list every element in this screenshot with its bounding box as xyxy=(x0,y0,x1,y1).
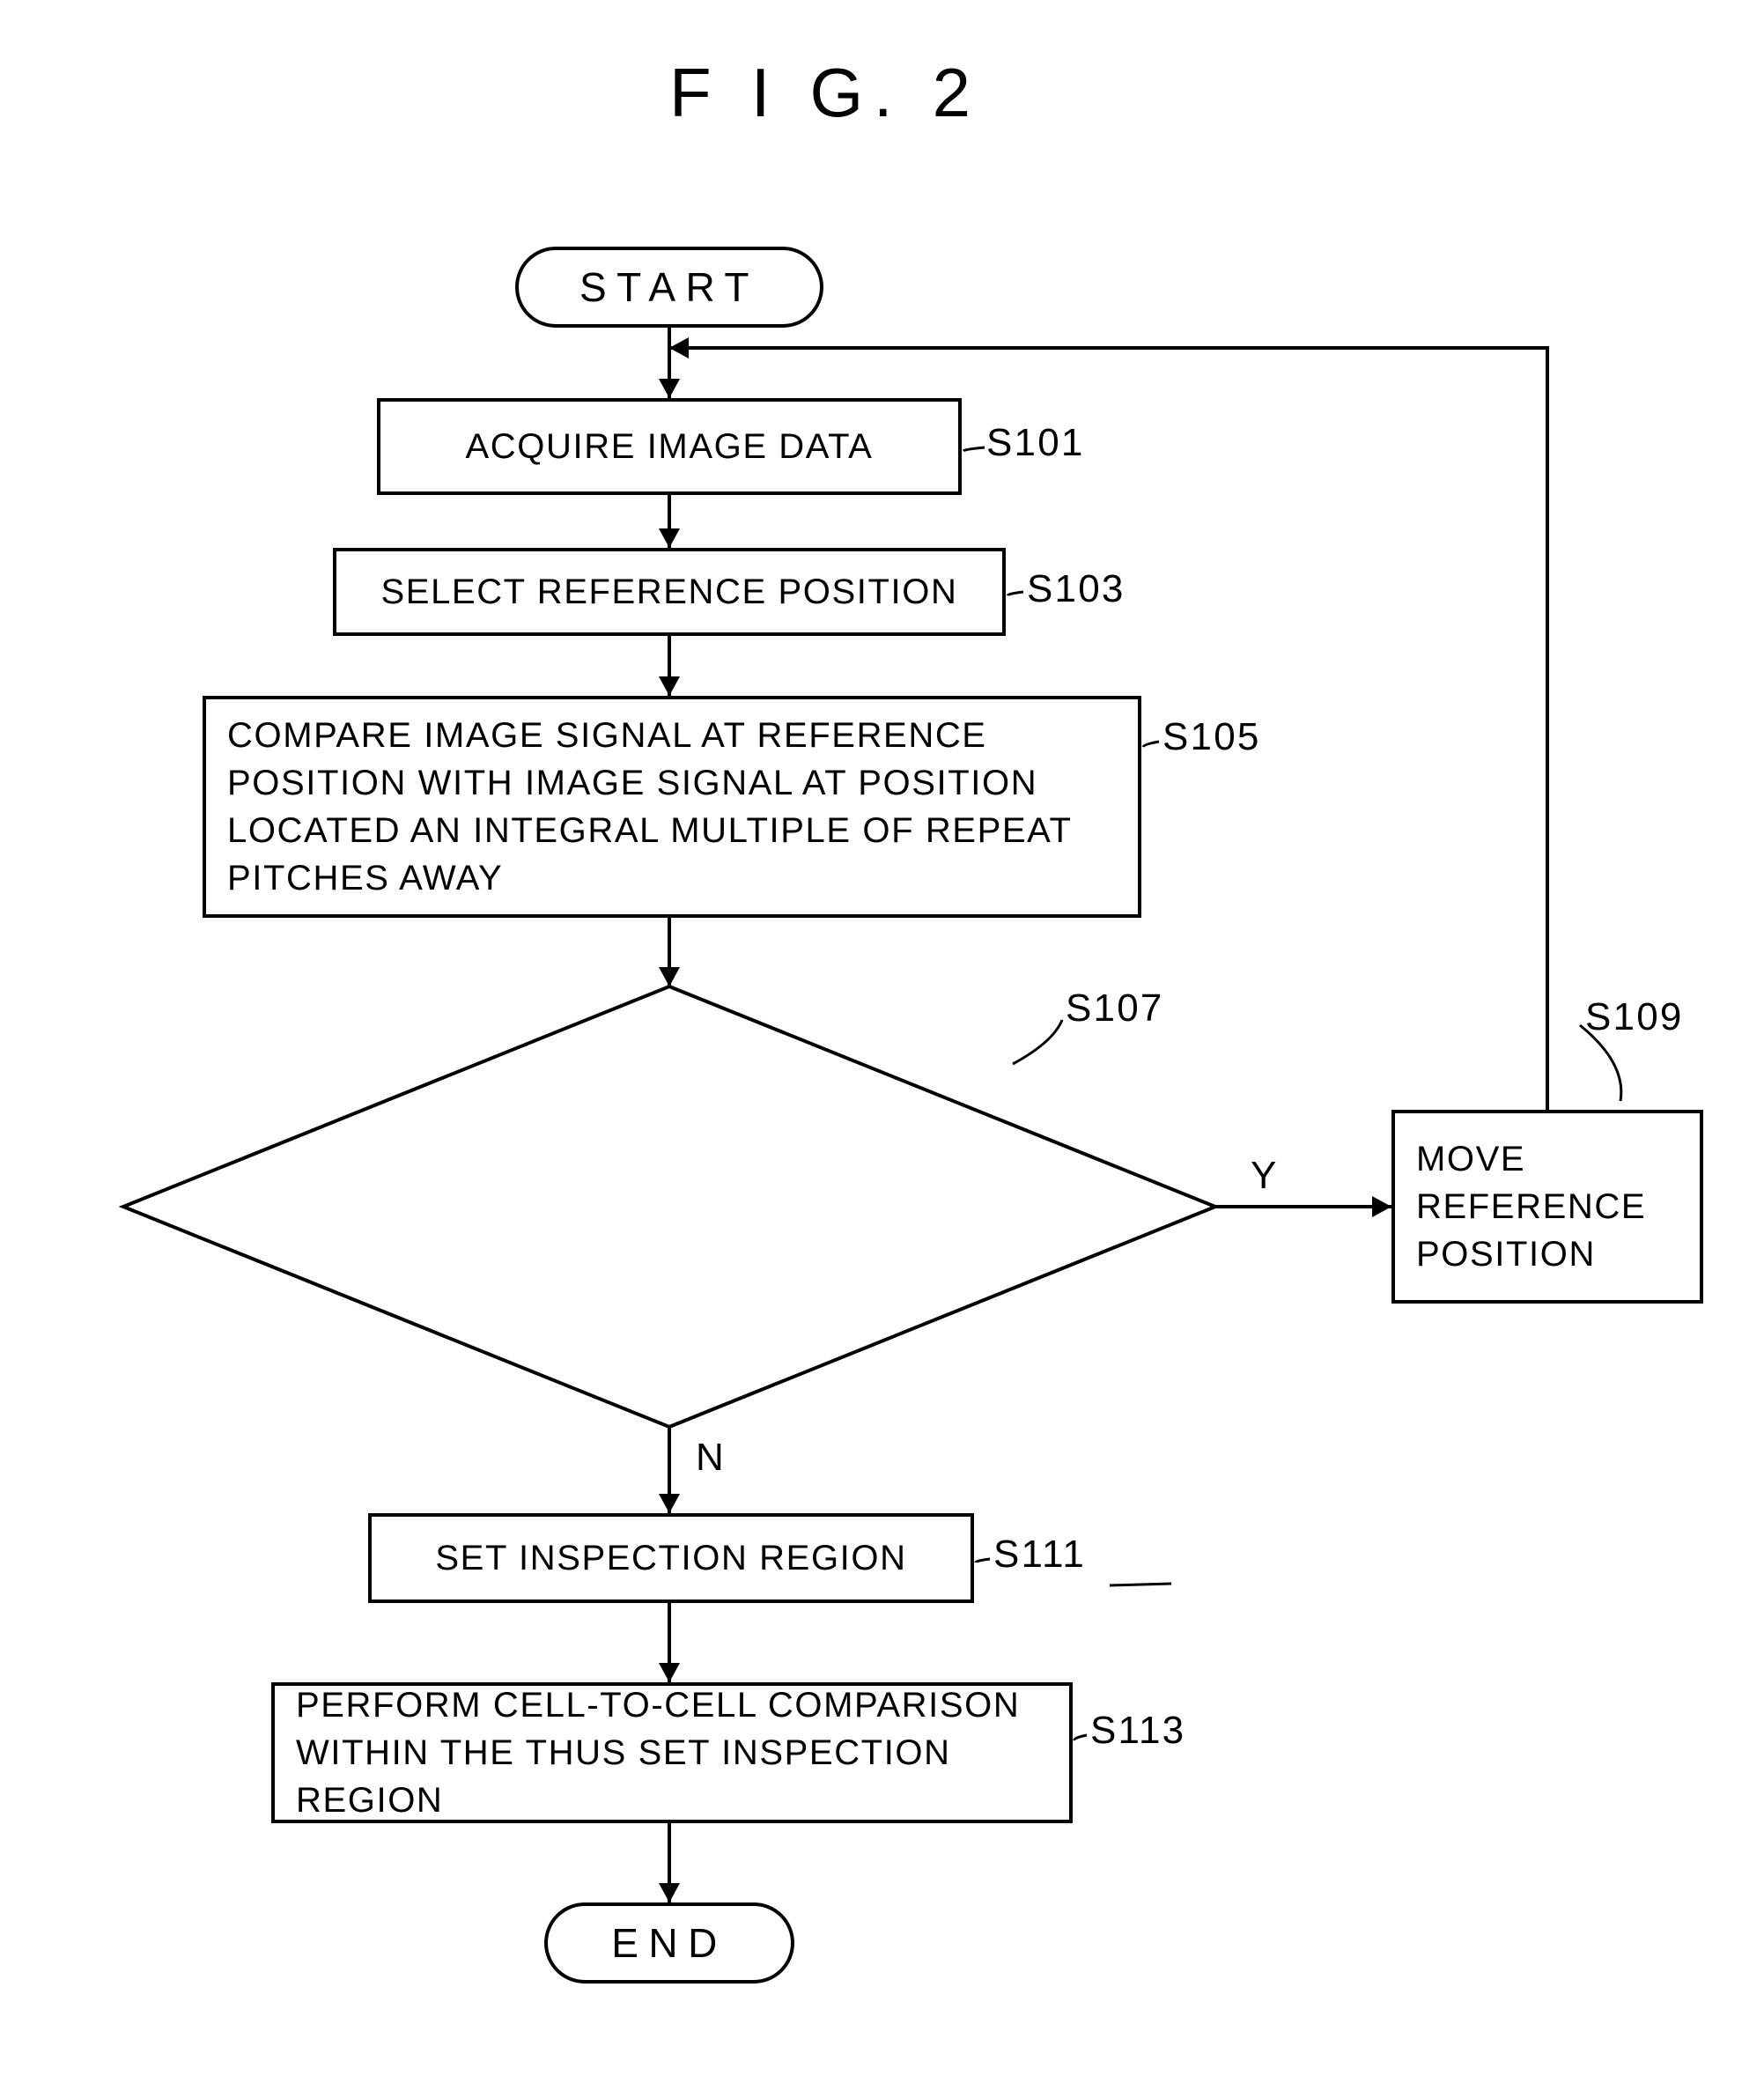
step-label-s113: S113 xyxy=(1090,1709,1185,1753)
step-label-s103: S103 xyxy=(1027,567,1126,611)
decision-line1: VALUE OF COMPARISON RESULT ≦ t xyxy=(328,1164,994,1202)
process-s113-text: PERFORM CELL-TO-CELL COMPARISON WITHIN T… xyxy=(296,1681,1048,1824)
terminal-start-label: START xyxy=(579,263,759,311)
process-s101-text: ACQUIRE IMAGE DATA xyxy=(466,423,874,470)
terminal-end-label: END xyxy=(611,1919,727,1967)
step-label-s101: S101 xyxy=(986,421,1085,465)
decision-s107-text: VALUE OF COMPARISON RESULT ≦ th (OR VALU… xyxy=(264,1159,1074,1262)
process-s109: MOVE REFERENCE POSITION xyxy=(1391,1110,1703,1304)
decision-close-paren: ) xyxy=(1044,1215,1057,1254)
process-s113: PERFORM CELL-TO-CELL COMPARISON WITHIN T… xyxy=(271,1682,1073,1823)
process-s103-text: SELECT REFERENCE POSITION xyxy=(381,568,958,616)
decision-line2: (OR VALUE OF COMPARISON RESULT ≧ t xyxy=(283,1215,1029,1254)
decision-sub2: h xyxy=(1029,1232,1044,1260)
step-label-s107: S107 xyxy=(1066,986,1164,1031)
step-label-s105: S105 xyxy=(1162,715,1261,759)
step-label-s111: S111 xyxy=(993,1533,1086,1577)
process-s105: COMPARE IMAGE SIGNAL AT REFERENCE POSITI… xyxy=(203,696,1141,918)
step-label-s109: S109 xyxy=(1585,995,1684,1039)
process-s103: SELECT REFERENCE POSITION xyxy=(333,548,1006,636)
branch-label-no: N xyxy=(696,1436,726,1480)
flowchart-canvas: F I G. 2 START END ACQUIRE IMAGE DATA SE… xyxy=(0,0,1764,2076)
process-s111: SET INSPECTION REGION xyxy=(368,1513,974,1603)
figure-title: F I G. 2 xyxy=(669,53,981,133)
process-s105-text: COMPARE IMAGE SIGNAL AT REFERENCE POSITI… xyxy=(227,712,1117,902)
process-s101: ACQUIRE IMAGE DATA xyxy=(377,398,962,495)
process-s111-text: SET INSPECTION REGION xyxy=(435,1534,906,1582)
terminal-end: END xyxy=(544,1902,794,1984)
terminal-start: START xyxy=(515,247,823,328)
decision-sub1: h xyxy=(995,1180,1010,1208)
process-s109-text: MOVE REFERENCE POSITION xyxy=(1416,1135,1679,1278)
branch-label-yes: Y xyxy=(1251,1154,1279,1198)
